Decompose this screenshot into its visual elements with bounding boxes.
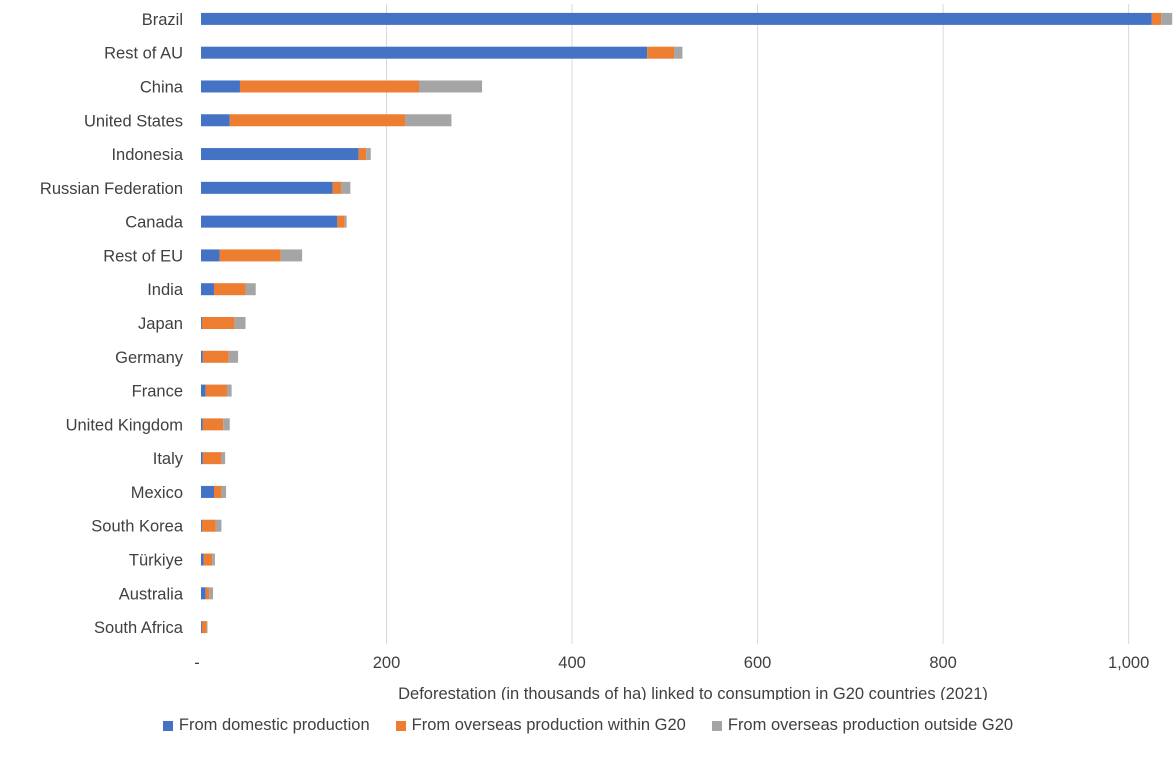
category-label: Russian Federation [40, 180, 183, 198]
bar-south-korea-s1 [201, 519, 216, 532]
category-label: Brazil [142, 11, 183, 29]
bar-united-states-s0 [201, 114, 230, 127]
bar-united-kingdom-s1 [202, 418, 224, 431]
bar-south-africa-s2 [206, 621, 208, 634]
bar-rest-of-au-s1 [647, 46, 675, 59]
category-label: Australia [119, 585, 184, 603]
bar-australia-s0 [201, 587, 206, 600]
bar-canada-s0 [201, 215, 338, 228]
bar-italy-s2 [221, 452, 226, 465]
category-label: Indonesia [111, 146, 183, 164]
chart: Brazil Rest of AU China United States Indone… [40, 4, 1173, 700]
bar-rest-of-eu-s0 [201, 249, 220, 262]
bar-indonesia-s0 [201, 148, 359, 161]
legend-item-domestic: From domestic production [162, 716, 370, 735]
bar-germany-s1 [202, 350, 229, 363]
bar-united-states-s2 [405, 114, 452, 127]
category-label: United Kingdom [66, 416, 183, 434]
bar-rest-of-au-s0 [201, 46, 648, 59]
bar-south-korea-s2 [215, 519, 222, 532]
bar-canada-s1 [337, 215, 345, 228]
bar-t-rkiye-s1 [203, 553, 213, 566]
x-tick-labels: - 200 400 600 800 1,000 [194, 654, 1149, 672]
bar-germany-s0 [201, 350, 203, 363]
bar-china-s0 [201, 80, 240, 93]
bar-germany-s2 [228, 350, 239, 363]
bar-australia-s1 [205, 587, 210, 600]
legend-label-within-g20: From overseas production within G20 [411, 716, 686, 734]
bar-rest-of-eu-s2 [280, 249, 303, 262]
category-label: Italy [153, 450, 184, 468]
x-tick-label: 200 [373, 654, 401, 672]
bar-indonesia-s1 [358, 148, 367, 161]
x-tick-label: 1,000 [1108, 654, 1149, 672]
legend-swatch-domestic [162, 720, 173, 731]
category-label: South Korea [91, 518, 184, 536]
legend-label-outside-g20: From overseas production outside G20 [727, 716, 1014, 734]
bar-russian-federation-s2 [341, 181, 351, 194]
bar-t-rkiye-s2 [212, 553, 215, 566]
bar-japan-s0 [201, 317, 202, 329]
legend: From domestic production From overseas p… [0, 716, 1176, 735]
bar-china-s2 [418, 80, 483, 93]
bar-rest-of-eu-s1 [219, 249, 281, 262]
bar-indonesia-s2 [366, 148, 371, 161]
bar-mexico-s0 [201, 485, 214, 498]
x-axis-title: Deforestation (in thousands of ha) linke… [398, 685, 988, 700]
bar-russian-federation-s1 [332, 181, 342, 194]
bar-france-s0 [201, 384, 206, 397]
category-label: Rest of EU [103, 247, 183, 265]
bar-france-s1 [205, 384, 227, 397]
category-label: South Africa [94, 619, 184, 637]
bar-canada-s2 [344, 215, 347, 228]
x-tick-label: - [194, 654, 200, 672]
bar-united-kingdom-s0 [201, 418, 203, 431]
bar-t-rkiye-s0 [201, 553, 204, 566]
bar-japan-s2 [234, 317, 246, 329]
category-label: India [147, 281, 184, 299]
bar-france-s2 [226, 384, 232, 397]
bar-italy-s0 [201, 452, 203, 465]
bar-china-s1 [239, 80, 419, 93]
bar-mexico-s2 [221, 485, 227, 498]
bar-italy-s1 [202, 452, 222, 465]
bar-brazil-s1 [1151, 12, 1162, 25]
bar-russian-federation-s0 [201, 181, 333, 194]
bar-united-states-s1 [229, 114, 406, 127]
category-labels: Brazil Rest of AU China United States Indone… [40, 11, 184, 637]
legend-item-within-g20: From overseas production within G20 [395, 716, 686, 735]
gridlines [386, 4, 1130, 644]
category-label: Germany [115, 349, 184, 367]
bars [201, 12, 1173, 634]
bar-south-africa-s1 [201, 621, 207, 634]
x-tick-label: 600 [744, 654, 772, 672]
bar-india-s0 [201, 283, 214, 296]
bar-south-korea-s0 [201, 519, 202, 532]
category-label: Mexico [131, 484, 183, 502]
bar-india-s2 [245, 283, 256, 296]
x-tick-label: 400 [558, 654, 586, 672]
legend-swatch-within-g20 [395, 720, 406, 731]
category-label: Canada [125, 214, 184, 232]
legend-label-domestic: From domestic production [178, 716, 370, 734]
bar-mexico-s1 [213, 485, 222, 498]
category-label: Japan [138, 315, 183, 333]
legend-item-outside-g20: From overseas production outside G20 [711, 716, 1014, 735]
bar-japan-s1 [201, 317, 235, 329]
category-label: Rest of AU [104, 45, 183, 63]
category-label: Türkiye [129, 552, 183, 570]
bar-rest-of-au-s2 [674, 46, 683, 59]
legend-swatch-outside-g20 [711, 720, 722, 731]
bar-australia-s2 [209, 587, 214, 600]
bar-brazil-s0 [201, 12, 1152, 25]
bar-india-s1 [213, 283, 246, 296]
category-label: United States [84, 112, 183, 130]
category-label: China [140, 78, 184, 96]
bar-united-kingdom-s2 [223, 418, 230, 431]
bar-south-africa-s0 [201, 621, 202, 634]
x-tick-label: 800 [929, 654, 957, 672]
category-label: France [132, 383, 183, 401]
bar-brazil-s2 [1161, 12, 1173, 25]
